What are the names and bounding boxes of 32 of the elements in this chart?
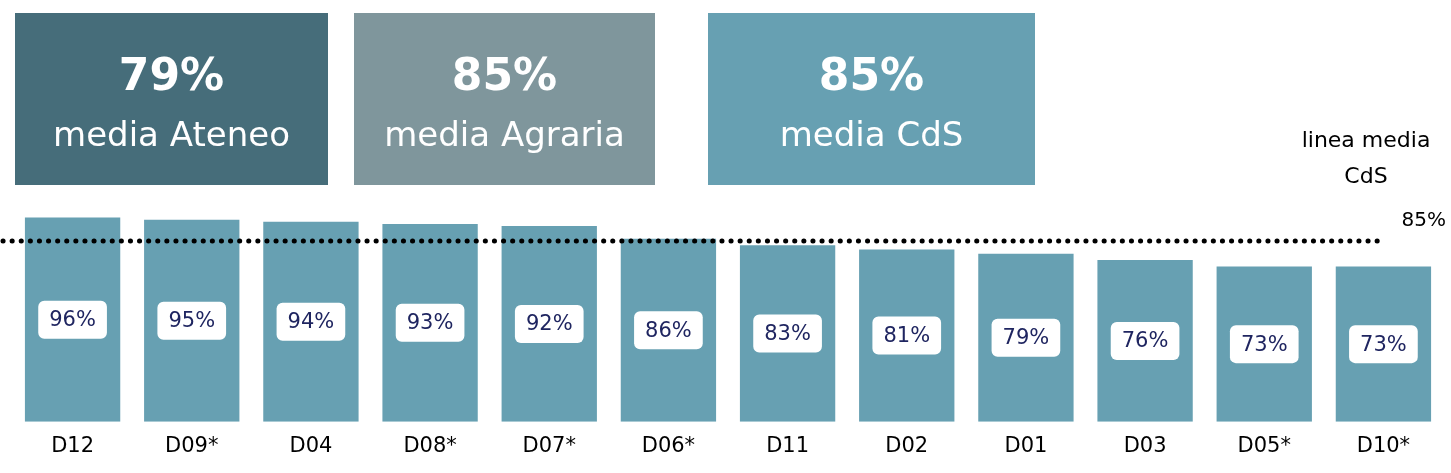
- data-label: 93%: [406, 310, 454, 335]
- x-tick-label: D09*: [165, 432, 219, 457]
- x-tick-label: D11: [766, 432, 810, 457]
- text: media CdS: [778, 113, 965, 156]
- data-label: 95%: [168, 308, 216, 333]
- x-tick-label: D03: [1123, 432, 1167, 457]
- data-label: 73%: [1240, 331, 1288, 356]
- data-label: 92%: [525, 311, 573, 336]
- x-tick-label: D08*: [403, 432, 457, 457]
- data-label: 81%: [883, 323, 931, 348]
- text: 85%: [450, 48, 559, 102]
- text: media Agraria: [383, 113, 626, 156]
- text: media Ateneo: [52, 113, 291, 156]
- annotation: linea media CdS: [1301, 126, 1431, 188]
- text: 79%: [117, 48, 226, 102]
- data-label: 73%: [1360, 331, 1407, 356]
- x-tick-label: D05*: [1237, 432, 1291, 457]
- data-label: 96%: [49, 307, 96, 332]
- data-label: 86%: [645, 317, 692, 342]
- data-label: 83%: [764, 320, 811, 345]
- data-label: 76%: [1121, 328, 1169, 353]
- ref-line-label: 85%: [1401, 207, 1446, 232]
- x-tick-label: D07*: [522, 432, 576, 457]
- x-tick-label: D12: [51, 432, 95, 457]
- x-tick-label: D06*: [641, 432, 696, 457]
- x-tick-label: D02: [885, 432, 929, 457]
- text: 85%: [817, 48, 926, 102]
- data-label: 94%: [287, 309, 335, 334]
- x-tick-label: D10*: [1356, 432, 1411, 457]
- data-label: 79%: [1002, 325, 1050, 350]
- x-tick-label: D01: [1004, 432, 1048, 457]
- x-tick-label: D04: [289, 432, 333, 457]
